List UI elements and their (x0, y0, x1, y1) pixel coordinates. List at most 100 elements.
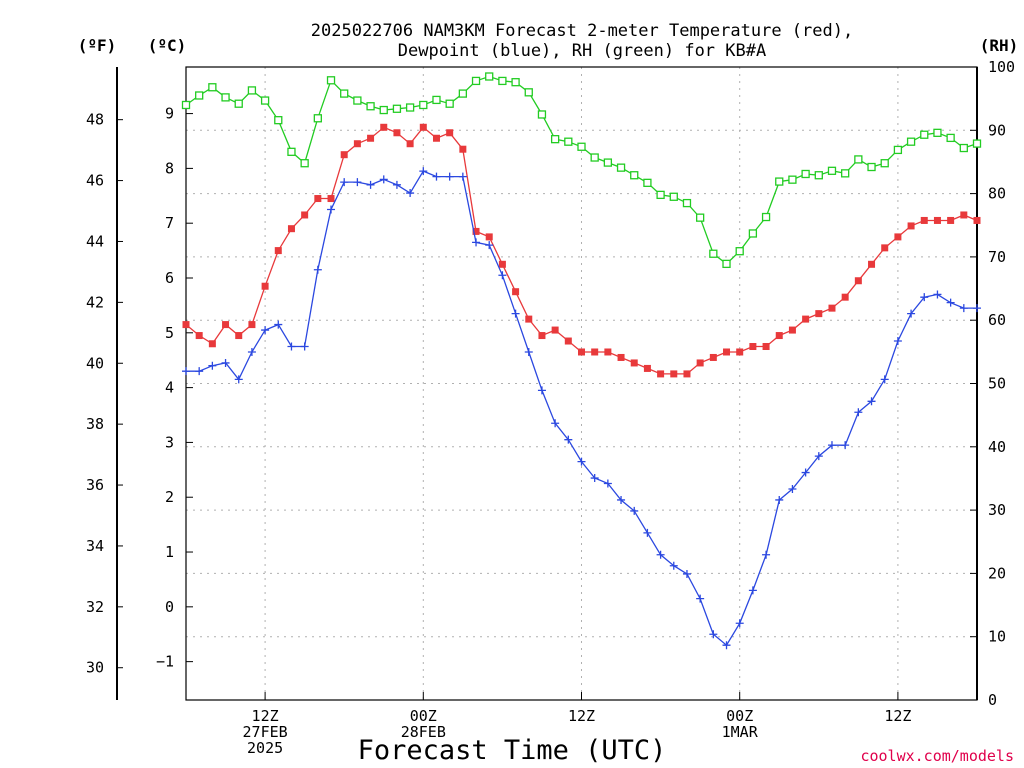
temperature-point (617, 353, 625, 361)
rh-point (827, 166, 837, 175)
fahrenheit-tick-label: 40 (86, 354, 104, 372)
chart-title-line2: Dewpoint (blue), RH (green) for KB#A (398, 41, 766, 61)
celsius-tick-label: 3 (165, 433, 174, 451)
rh-point (498, 76, 507, 86)
dewpoint-point (854, 408, 863, 417)
dewpoint-point (696, 594, 705, 603)
temperature-point (762, 343, 770, 351)
celsius-tick-label: 5 (165, 324, 174, 342)
temperature-point (222, 321, 230, 329)
source-credit[interactable]: coolwx.com/models (860, 747, 1014, 765)
rh-point (880, 159, 889, 168)
rh-point (616, 163, 626, 172)
dewpoint-point (920, 293, 929, 302)
temperature-point (367, 134, 375, 142)
x-tick-label: 27FEB (243, 723, 288, 741)
rh-point (550, 135, 560, 144)
rh-point (959, 143, 968, 153)
dewpoint-point (617, 495, 626, 504)
rh-point (195, 91, 204, 100)
rh-point (630, 171, 639, 180)
rh-point (366, 102, 375, 111)
rh-unit-label: (RH) (980, 36, 1019, 55)
temperature-point (551, 326, 559, 334)
temperature-point (235, 332, 243, 340)
rh-point (419, 100, 428, 110)
temperature-point (314, 195, 322, 203)
series-temperature (182, 123, 981, 378)
dewpoint-point (551, 419, 560, 428)
rh-point (696, 213, 705, 222)
rh-point (735, 247, 744, 256)
rh-point (274, 116, 283, 125)
dewpoint-point (959, 304, 968, 313)
dewpoint-point (195, 367, 204, 376)
rh-tick-label: 30 (988, 501, 1006, 519)
rh-tick-label: 90 (988, 121, 1006, 139)
temperature-point (788, 326, 796, 334)
rh-tick-label: 0 (988, 691, 997, 709)
dewpoint-point (603, 479, 612, 488)
dewpoint-point (472, 238, 481, 247)
x-axis-title: Forecast Time (UTC) (358, 735, 667, 766)
dewpoint-point (221, 358, 230, 367)
temperature-point (960, 211, 968, 219)
celsius-tick-label: 1 (165, 543, 174, 561)
fahrenheit-tick-label: 36 (86, 476, 104, 494)
rh-point (181, 100, 191, 110)
x-tick-label: 00Z (410, 707, 437, 725)
celsius-tick-label: 7 (165, 214, 174, 232)
temperature-point (353, 140, 361, 148)
temperature-point (736, 348, 744, 356)
dewpoint-point (419, 167, 428, 176)
rh-point (972, 139, 982, 148)
data-series (181, 72, 982, 650)
dewpoint-point (973, 304, 981, 313)
celsius-tick-label: 6 (165, 269, 174, 287)
rh-point (709, 249, 718, 258)
temperature-point (538, 332, 546, 340)
dewpoint-point (379, 175, 388, 184)
dewpoint-point (748, 586, 757, 595)
rh-point (471, 76, 481, 86)
dewpoint-point (867, 397, 876, 406)
rh-point (340, 89, 349, 98)
dewpoint-point (775, 495, 784, 504)
temperature-point (815, 310, 823, 318)
temperature-point (643, 364, 651, 372)
temperature-point (287, 225, 295, 233)
dewpoint-point (234, 375, 243, 384)
temperature-point (406, 140, 414, 148)
dewpoint-point (577, 457, 586, 466)
rh-point (682, 198, 692, 208)
axis-tick-labels: 30323436384042444648−1012345678901020304… (86, 58, 1015, 757)
temperature-point (683, 370, 691, 378)
dewpoint-point (406, 189, 415, 198)
x-tick-label: 28FEB (401, 723, 446, 741)
rh-point (445, 99, 454, 108)
rh-point (564, 137, 573, 146)
rh-point (867, 162, 876, 172)
dewpoint-point (722, 641, 731, 650)
fahrenheit-tick-label: 48 (86, 111, 104, 129)
temperature-point (274, 247, 282, 255)
dewpoint-point (590, 474, 599, 483)
dewpoint-point (946, 298, 955, 307)
rh-point (458, 89, 468, 98)
fahrenheit-tick-label: 34 (86, 537, 104, 555)
dewpoint-point (485, 241, 494, 250)
fahrenheit-tick-label: 44 (86, 232, 104, 250)
rh-point (247, 86, 257, 95)
temperature-point (709, 353, 717, 361)
dewpoint-point (788, 485, 797, 493)
rh-tick-label: 20 (988, 564, 1006, 582)
temperature-point (182, 321, 190, 329)
rh-point (260, 96, 270, 105)
dewpoint-point (537, 386, 546, 395)
temperature-point (696, 359, 704, 367)
x-tick-label: 12Z (884, 707, 911, 725)
series-rh (181, 72, 982, 269)
temperature-point (472, 227, 480, 235)
dewpoint-point (274, 320, 283, 329)
